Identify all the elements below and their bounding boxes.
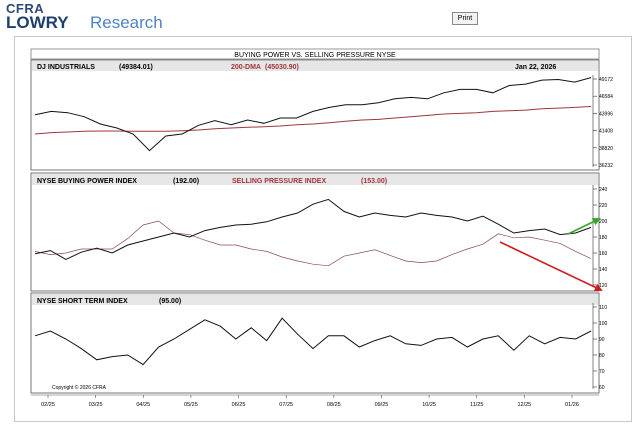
short-term-y-axis: 110 100 90 80 70 60 — [592, 303, 608, 391]
market-chart: BUYING POWER VS. SELLING PRESSURE NYSE D… — [30, 48, 613, 408]
short-term-value: (95.00) — [159, 298, 181, 305]
x-tick-label: 03/25 — [89, 402, 103, 408]
red-trend-arrow — [499, 241, 603, 292]
x-tick-label: 02/25 — [41, 402, 55, 408]
selling-pressure-line — [34, 220, 592, 267]
copyright: Copyright © 2026 CFRA — [52, 384, 107, 391]
x-tick-label: 09/25 — [375, 402, 389, 408]
x-tick-label: 07/25 — [279, 402, 293, 408]
chart-title: BUYING POWER VS. SELLING PRESSURE NYSE — [234, 52, 396, 59]
x-tick-label: 05/25 — [184, 402, 198, 408]
logo-research-text: Research — [90, 13, 163, 32]
y-tick-label: 38820 — [599, 146, 613, 152]
green-trend-arrow — [567, 218, 601, 235]
y-tick-label: 90 — [599, 337, 605, 343]
x-tick-label: 11/25 — [470, 402, 483, 408]
buying-title: NYSE BUYING POWER INDEX — [37, 178, 137, 185]
x-tick-label: 01/26 — [565, 402, 579, 408]
dma-value: (45030.90) — [265, 64, 299, 71]
dji-line — [34, 77, 592, 152]
short-term-header-band — [32, 294, 598, 305]
dma-title: 200-DMA — [231, 64, 261, 71]
y-tick-label: 110 — [599, 305, 607, 311]
short-term-line — [34, 317, 592, 366]
y-tick-label: 60 — [599, 385, 605, 391]
y-tick-label: 100 — [599, 321, 608, 327]
y-tick-label: 200 — [599, 219, 608, 225]
short-term-title: NYSE SHORT TERM INDEX — [37, 298, 128, 305]
selling-value: (153.00) — [361, 178, 387, 185]
app-header: CFRA LOWRY Research Print — [0, 0, 640, 36]
logo-lowry-text: LOWRY — [6, 13, 69, 32]
x-tick-label: 06/25 — [232, 402, 246, 408]
chart-title-bar — [30, 48, 600, 60]
y-tick-label: 46584 — [599, 94, 613, 100]
buying-y-axis: 240 220 200 180 160 140 120 — [592, 185, 608, 289]
chart-frame: BUYING POWER VS. SELLING PRESSURE NYSE D… — [14, 36, 632, 422]
buying-value: (192.00) — [173, 178, 199, 185]
x-tick-label: 10/25 — [422, 402, 436, 408]
logo-cfra-text: CFRA — [6, 1, 45, 16]
print-button[interactable]: Print — [452, 12, 478, 25]
buying-panel-frame — [30, 172, 600, 292]
x-tick-label: 08/25 — [327, 402, 341, 408]
buying-header-band — [32, 174, 598, 185]
x-axis: 02/25 03/25 04/25 05/25 06/25 07/25 08/25 09/25… — [31, 394, 599, 408]
dma-line — [34, 106, 592, 135]
short-term-panel-frame — [30, 292, 600, 394]
dji-y-axis: 49172 46584 43996 41408 38820 36232 — [592, 75, 613, 169]
x-tick-label: 12/25 — [517, 402, 531, 408]
y-tick-label: 70 — [599, 369, 605, 375]
dji-title: DJ INDUSTRIALS — [37, 64, 95, 71]
dji-header-band — [32, 61, 598, 71]
y-tick-label: 43996 — [599, 111, 613, 117]
y-tick-label: 180 — [599, 235, 608, 241]
y-tick-label: 160 — [599, 251, 608, 257]
y-tick-label: 80 — [599, 353, 605, 359]
y-tick-label: 49172 — [599, 77, 613, 83]
y-tick-label: 41408 — [599, 129, 613, 135]
selling-title: SELLING PRESSURE INDEX — [232, 178, 326, 185]
dji-value: (49384.01) — [119, 64, 153, 71]
y-tick-label: 240 — [599, 187, 608, 193]
chart-date: Jan 22, 2026 — [515, 64, 556, 71]
buying-power-line — [34, 198, 592, 260]
y-tick-label: 120 — [599, 283, 608, 289]
y-tick-label: 140 — [599, 267, 608, 273]
y-tick-label: 36232 — [599, 163, 613, 169]
dji-panel-frame — [30, 59, 600, 171]
y-tick-label: 220 — [599, 203, 608, 209]
x-tick-label: 04/25 — [136, 402, 150, 408]
